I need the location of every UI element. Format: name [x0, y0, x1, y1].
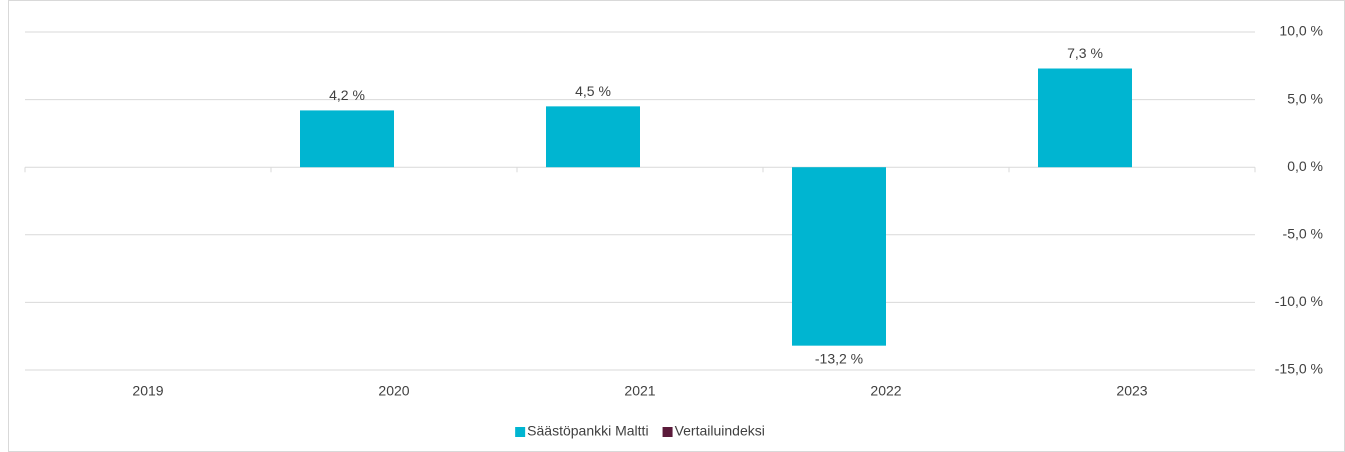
bar — [546, 106, 640, 168]
y-tick-label: 5,0 % — [1287, 90, 1323, 106]
y-tick-label: -15,0 % — [1275, 361, 1323, 377]
value-label: 4,5 % — [575, 83, 611, 99]
x-tick-label: 2019 — [132, 383, 163, 399]
y-tick-label: -10,0 % — [1275, 293, 1323, 309]
bar — [792, 167, 886, 346]
y-tick-label: 10,0 % — [1279, 23, 1323, 39]
value-label: 7,3 % — [1067, 45, 1103, 61]
legend-swatch — [662, 427, 673, 437]
bar — [300, 110, 394, 168]
legend-label: Säästöpankki Maltti — [527, 423, 648, 439]
x-tick-label: 2021 — [624, 383, 655, 399]
x-tick-label: 2020 — [378, 383, 409, 399]
y-tick-label: 0,0 % — [1287, 158, 1323, 174]
x-tick-label: 2022 — [870, 383, 901, 399]
bar — [1038, 68, 1132, 168]
legend-label: Vertailuindeksi — [675, 423, 765, 439]
x-tick-label: 2023 — [1116, 383, 1147, 399]
value-label: 4,2 % — [329, 87, 365, 103]
value-label: -13,2 % — [815, 350, 863, 366]
legend-swatch — [515, 427, 526, 437]
y-tick-label: -5,0 % — [1283, 226, 1323, 242]
